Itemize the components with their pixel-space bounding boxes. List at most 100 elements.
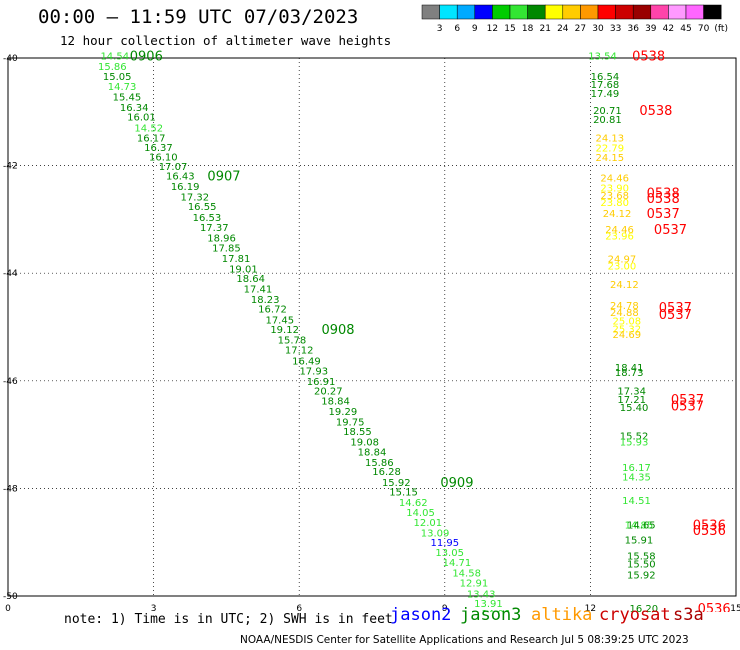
satellite-label-s3a: s3a <box>673 605 704 625</box>
wave-height-point: 19.12 <box>270 325 299 336</box>
wave-height-point: 24.15 <box>595 153 624 164</box>
wave-height-point: 16.49 <box>292 356 321 367</box>
wave-height-point: 17.07 <box>159 162 188 173</box>
wave-height-point: 18.41 <box>615 363 644 374</box>
wave-height-point: 20.27 <box>314 386 343 397</box>
satellite-label-cryosat: cryosat <box>599 605 671 625</box>
wave-height-point: 16.37 <box>144 143 173 154</box>
wave-height-point: 19.08 <box>350 438 379 449</box>
wave-height-plot: 0 3 6 9 12 15-40-42-44-46-48-5014.5415.8615.0… <box>3 49 740 612</box>
color-scale-label: (ft) <box>714 24 728 34</box>
pass-time-label: 0907 <box>207 169 240 184</box>
wave-height-point: 15.50 <box>627 560 656 571</box>
wave-height-point: 17.68 <box>591 80 620 91</box>
wave-height-point: 14.62 <box>399 498 428 509</box>
color-scale-label: 12 <box>487 24 498 34</box>
x-tick-label: 15 <box>730 604 740 612</box>
wave-height-point: 18.73 <box>615 368 644 379</box>
wave-height-point: 11.95 <box>430 538 459 549</box>
pass-time-label: 0538 <box>632 49 665 64</box>
x-tick-label: 6 <box>296 604 302 612</box>
wave-height-point: 18.84 <box>321 397 350 408</box>
wave-height-point: 23.68 <box>600 191 629 202</box>
pass-time-label: 0909 <box>440 476 473 491</box>
wave-height-point: 24.88 <box>610 308 639 319</box>
wave-height-point: 24.97 <box>608 255 637 266</box>
wave-height-point: 13.91 <box>474 599 503 610</box>
wave-height-point: 19.75 <box>336 418 365 429</box>
pass-time-label: 0537 <box>659 301 692 316</box>
color-scale-legend: 3 6 9 12 15 18 21 24 27 30 33 36 39 42 45 70 (ft) <box>421 4 728 34</box>
wave-height-point: 18.55 <box>343 427 372 438</box>
wave-height-point: 14.58 <box>452 568 481 579</box>
pass-time-label: 0908 <box>321 323 354 338</box>
color-scale-label: 30 <box>592 24 604 34</box>
wave-height-point: 25.08 <box>612 317 641 328</box>
wave-height-point: 14.06 <box>481 609 510 612</box>
wave-height-point: 15.45 <box>113 93 142 104</box>
wave-height-point: 16.53 <box>193 213 222 224</box>
wave-height-point: 15.93 <box>620 438 649 449</box>
wave-height-point: 25.32 <box>612 325 641 336</box>
color-scale-label: 45 <box>680 24 691 34</box>
wave-height-point: 13.09 <box>421 529 450 540</box>
wave-height-point: 16.55 <box>188 202 217 213</box>
wave-height-point: 24.12 <box>610 280 639 291</box>
wave-height-point: 17.32 <box>181 192 210 203</box>
wave-height-point: 18.84 <box>358 447 387 458</box>
pass-time-label: 0536 <box>693 524 726 539</box>
color-scale-label: 39 <box>645 24 657 34</box>
wave-height-point: 16.17 <box>622 463 651 474</box>
color-scale-label: 18 <box>522 24 534 34</box>
wave-height-point: 19.29 <box>329 407 358 418</box>
wave-height-point: 14.54 <box>100 51 129 62</box>
wave-height-point: 18.23 <box>251 295 280 306</box>
wave-height-point: 17.81 <box>222 254 251 265</box>
wave-height-point: 23.96 <box>605 232 634 243</box>
wave-height-point: 16.10 <box>149 152 178 163</box>
wave-height-point: 20.71 <box>593 106 622 117</box>
wave-height-point: 15.78 <box>278 335 307 346</box>
wave-height-point: 15.86 <box>365 458 394 469</box>
color-scale-label: 21 <box>539 24 550 34</box>
pass-time-label: 0538 <box>639 104 672 119</box>
wave-height-point: 14.05 <box>406 508 435 519</box>
color-scale-label: 33 <box>610 24 621 34</box>
wave-height-point: 16.72 <box>258 305 287 316</box>
wave-height-point: 16.01 <box>127 113 156 124</box>
chart-subtitle: 12 hour collection of altimeter wave hei… <box>60 33 392 48</box>
wave-height-point: 24.46 <box>600 173 629 184</box>
wave-height-point: 17.49 <box>591 89 620 100</box>
wave-height-point: 24.78 <box>610 301 639 312</box>
wave-height-point: 23.90 <box>600 184 629 195</box>
wave-height-point: 16.19 <box>171 182 200 193</box>
pass-time-label: 0536 <box>698 602 731 612</box>
wave-height-point: 13.54 <box>588 51 617 62</box>
wave-height-point: 15.91 <box>625 536 654 547</box>
wave-height-point: 24.12 <box>603 209 632 220</box>
wave-height-point: 16.20 <box>629 604 658 612</box>
x-tick-label: 0 <box>5 604 11 612</box>
pass-time-label: 0537 <box>647 207 680 222</box>
wave-height-point: 24.46 <box>605 225 634 236</box>
chart-title: 00:00 – 11:59 UTC 07/03/2023 <box>38 6 359 28</box>
wave-height-point: 17.93 <box>299 367 328 378</box>
footer-note: note: 1) Time is in UTC; 2) SWH is in fe… <box>64 612 393 627</box>
wave-height-point: 15.15 <box>389 488 418 499</box>
color-scale-label: 70 <box>698 24 710 34</box>
x-tick-label: 12 <box>585 604 596 612</box>
color-scale-label: 9 <box>472 24 478 34</box>
wave-height-point: 17.85 <box>212 243 241 254</box>
wave-height-point: 24.69 <box>612 330 641 341</box>
wave-height-point: 23.80 <box>600 198 629 209</box>
y-tick-label: -46 <box>3 377 18 387</box>
wave-height-point: 13.05 <box>435 548 464 559</box>
plot-frame <box>7 57 737 597</box>
wave-height-point: 15.58 <box>627 552 656 563</box>
x-tick-label: 3 <box>151 604 157 612</box>
wave-height-point: 14.73 <box>108 82 137 93</box>
color-scale-label: 27 <box>575 24 586 34</box>
wave-height-point: 14.65 <box>627 520 656 531</box>
wave-height-point: 17.21 <box>617 395 646 406</box>
wave-height-point: 15.92 <box>382 478 411 489</box>
